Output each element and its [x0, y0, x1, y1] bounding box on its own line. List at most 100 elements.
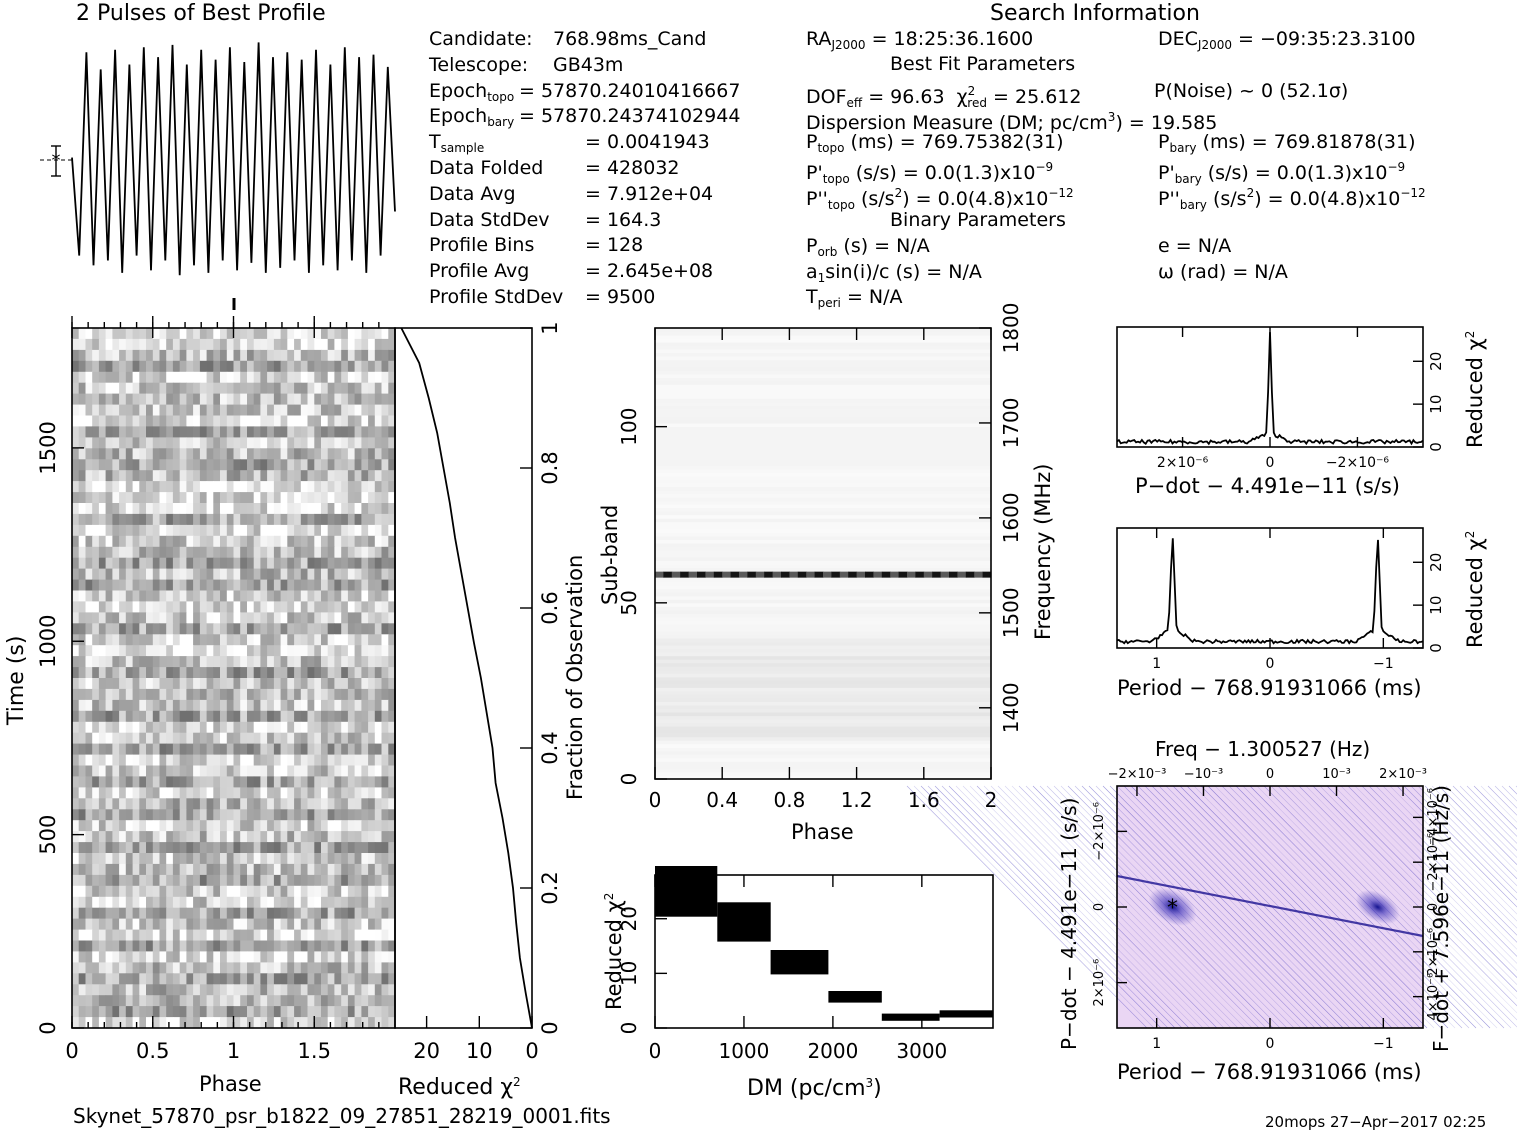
time-phase-cell	[300, 393, 309, 406]
time-phase-cell	[179, 415, 187, 427]
time-phase-cell	[72, 863, 80, 876]
time-phase-cell	[206, 524, 214, 537]
time-phase-cell	[226, 535, 235, 548]
time-phase-cell	[341, 557, 349, 570]
time-phase-cell	[314, 776, 322, 788]
time-phase-cell	[368, 820, 376, 832]
time-phase-cell	[334, 853, 342, 865]
best-fit-title: Best Fit Parameters	[890, 53, 1076, 75]
time-phase-cell	[152, 721, 161, 734]
subband-bright-cell	[940, 571, 950, 578]
time-phase-cell	[186, 349, 194, 362]
time-phase-cell	[280, 885, 288, 898]
time-phase-cell	[199, 842, 208, 854]
time-phase-cell	[152, 579, 161, 592]
time-phase-cell	[85, 973, 93, 985]
time-phase-cell	[334, 951, 342, 963]
time-phase-cell	[253, 360, 261, 373]
time-phase-cell	[139, 513, 147, 526]
time-phase-cell	[273, 699, 282, 712]
time-phase-cell	[132, 995, 140, 1007]
time-phase-cell	[260, 973, 268, 985]
time-phase-cell	[381, 699, 389, 712]
time-phase-cell	[280, 513, 288, 526]
time-phase-cell	[199, 699, 208, 712]
time-phase-cell	[381, 360, 389, 373]
time-phase-cell	[139, 918, 147, 931]
time-phase-cell	[199, 853, 208, 865]
time-phase-cell	[193, 984, 201, 996]
time-phase-cell	[186, 546, 194, 559]
time-phase-cell	[280, 524, 288, 537]
time-phase-cell	[78, 328, 86, 340]
time-phase-cell	[152, 918, 161, 931]
time-phase-cell	[226, 1006, 235, 1018]
time-phase-cell	[172, 809, 181, 821]
time-phase-cell	[260, 535, 268, 548]
time-phase-cell	[307, 776, 315, 788]
time-phase-cell	[213, 437, 221, 449]
time-phase-cell	[85, 623, 93, 635]
time-phase-cell	[374, 962, 383, 974]
time-phase-cell	[314, 382, 322, 395]
time-phase-cell	[146, 929, 154, 942]
time-phase-cell	[374, 437, 383, 449]
time-phase-cell	[314, 678, 322, 690]
time-phase-cell	[159, 612, 167, 624]
time-phase-cell	[152, 546, 161, 559]
time-phase-cell	[327, 426, 335, 438]
time-phase-cell	[253, 634, 261, 646]
time-phase-cell	[374, 842, 383, 854]
time-phase-cell	[220, 535, 228, 548]
time-phase-cell	[85, 360, 93, 373]
time-phase-cell	[105, 699, 113, 712]
time-phase-cell	[341, 896, 349, 909]
subband-row	[655, 634, 991, 639]
time-phase-cell	[300, 546, 309, 559]
time-phase-cell	[199, 743, 208, 756]
time-phase-cell	[92, 535, 100, 548]
time-phase-cell	[314, 601, 322, 613]
time-phase-cell	[341, 699, 349, 712]
time-phase-cell	[280, 688, 288, 701]
time-phase-cell	[213, 513, 221, 526]
time-phase-cell	[139, 765, 147, 777]
time-phase-cell	[152, 929, 161, 942]
time-phase-cell	[132, 732, 140, 745]
time-phase-cell	[253, 732, 261, 745]
time-phase-cell	[307, 612, 315, 624]
subband-row	[655, 676, 991, 681]
time-phase-cell	[341, 404, 349, 417]
time-phase-cell	[132, 918, 140, 931]
time-phase-cell	[152, 513, 161, 526]
time-phase-cell	[119, 765, 127, 777]
time-phase-cell	[388, 699, 396, 712]
time-phase-cell	[105, 929, 113, 942]
time-phase-cell	[112, 809, 120, 821]
subband-row	[655, 747, 991, 752]
pdot-map-streak	[1018, 785, 1260, 1029]
time-phase-cell	[226, 1017, 235, 1029]
time-phase-cell	[267, 842, 275, 854]
time-phase-cell	[199, 863, 208, 876]
time-phase-cell	[226, 710, 235, 723]
time-phase-cell	[247, 557, 255, 570]
time-phase-cell	[166, 907, 174, 920]
time-phase-cell	[92, 656, 100, 668]
time-phase-cell	[72, 842, 80, 854]
time-phase-cell	[287, 481, 295, 493]
time-phase-cell	[260, 798, 268, 810]
time-phase-cell	[267, 546, 275, 559]
time-phase-cell	[260, 371, 268, 384]
time-phase-cell	[146, 634, 154, 646]
subband-bright-cell	[655, 571, 664, 578]
time-phase-cell	[220, 503, 228, 515]
time-phase-cell	[273, 951, 282, 963]
time-phase-cell	[179, 732, 187, 745]
time-phase-cell	[253, 820, 261, 832]
time-phase-cell	[381, 404, 389, 417]
time-phase-cell	[220, 1017, 228, 1029]
time-phase-cell	[368, 951, 376, 963]
time-phase-cell	[159, 623, 167, 635]
